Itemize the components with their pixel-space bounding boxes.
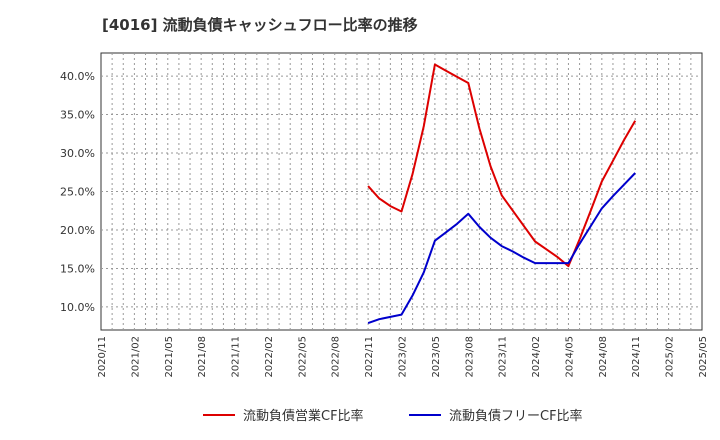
x-tick-label: 2022/11 [364, 336, 375, 378]
y-tick-label: 20.0% [60, 224, 95, 237]
y-tick-label: 40.0% [60, 70, 95, 83]
x-tick-label: 2023/05 [431, 336, 442, 378]
x-tick-label: 2021/05 [164, 336, 175, 378]
x-tick-label: 2024/11 [631, 336, 642, 378]
x-tick-label: 2021/11 [231, 336, 242, 378]
legend: 流動負債営業CF比率 流動負債フリーCF比率 [203, 408, 583, 424]
x-tick-label: 2024/02 [531, 336, 542, 378]
x-tick-label: 2023/08 [464, 336, 475, 378]
chart-title: [4016] 流動負債キャッシュフロー比率の推移 [102, 16, 418, 34]
x-gridlines [111, 53, 692, 330]
y-tick-label: 15.0% [60, 262, 95, 275]
x-tick-label: 2023/11 [498, 336, 509, 378]
x-tick-label: 2025/05 [698, 336, 709, 378]
y-tick-label: 30.0% [60, 147, 95, 160]
x-tick-label: 2024/05 [564, 336, 575, 378]
series-line-2 [367, 172, 636, 325]
y-tick-label: 10.0% [60, 301, 95, 314]
y-tick-label: 35.0% [60, 109, 95, 122]
y-tick-label: 25.0% [60, 186, 95, 199]
x-tick-label: 2021/08 [197, 336, 208, 378]
x-axis-ticks: 2020/11 2021/02 2021/05 2021/08 2021/11 2022/… [97, 336, 709, 378]
series-line-1 [367, 63, 637, 268]
x-tick-label: 2023/02 [398, 336, 409, 378]
x-tick-label: 2022/02 [264, 336, 275, 378]
x-tick-label: 2024/08 [598, 336, 609, 378]
x-tick-label: 2021/02 [130, 336, 141, 378]
legend-label-2: 流動負債フリーCF比率 [449, 408, 583, 424]
x-tick-label: 2022/08 [331, 336, 342, 378]
x-tick-label: 2025/02 [665, 336, 676, 378]
y-axis-ticks: 10.0% 15.0% 20.0% 25.0% 30.0% 35.0% 40.0% [60, 70, 95, 314]
legend-label-1: 流動負債営業CF比率 [243, 408, 364, 424]
series-lines [367, 63, 637, 325]
x-tick-label: 2022/05 [297, 336, 308, 378]
x-tick-label: 2020/11 [97, 336, 108, 378]
